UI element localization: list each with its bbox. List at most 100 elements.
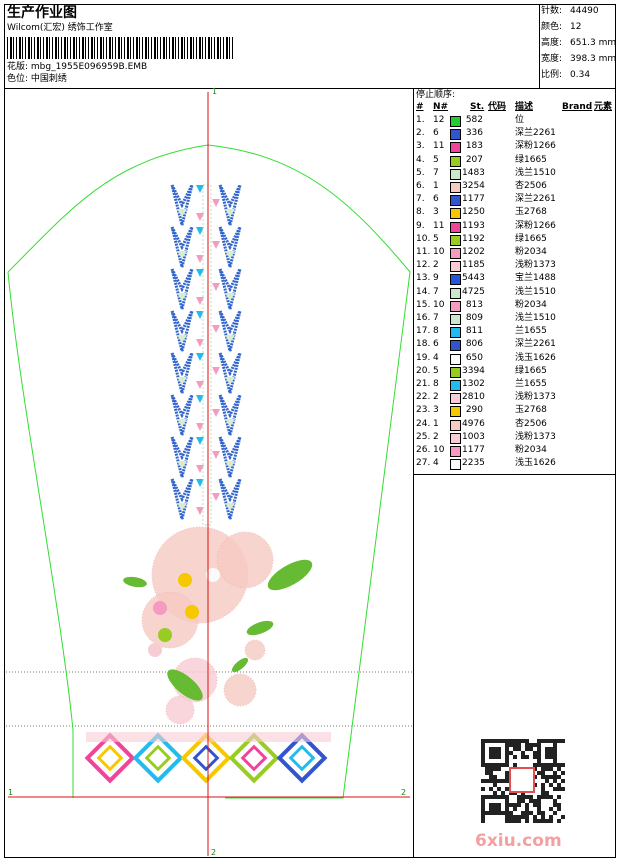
stitch-shape <box>557 763 561 767</box>
row-index: 6. <box>416 181 425 191</box>
stitch-shape <box>493 791 497 795</box>
description: 浅兰1510 <box>515 313 556 323</box>
stitch-shape <box>196 479 204 487</box>
stitch-shape <box>517 799 521 803</box>
stitch-shape <box>246 620 274 636</box>
description: 浅粉1373 <box>515 392 556 403</box>
stitch-shape <box>509 751 513 755</box>
needle: 10 <box>433 247 445 257</box>
stitch-shape <box>180 732 232 784</box>
stitch-shape <box>276 732 328 784</box>
description: 位 <box>515 115 525 125</box>
row-index: 10. <box>416 233 431 244</box>
stitch-shape <box>501 795 505 799</box>
stitch-shape <box>553 759 557 763</box>
stitch-shape <box>537 811 541 815</box>
needle: 10 <box>433 299 445 310</box>
stitch-shape <box>497 739 501 743</box>
stitch-shape <box>557 807 561 811</box>
row-index: 16. <box>416 313 431 323</box>
stitches: 650 <box>465 352 483 363</box>
stitch-shape <box>192 744 220 772</box>
stitch-shape <box>485 771 489 775</box>
stitch-shape <box>165 695 195 725</box>
stitches: 811 <box>465 326 483 337</box>
row-index: 21. <box>416 379 431 389</box>
description: 粉2034 <box>515 445 547 455</box>
color-swatch <box>450 432 461 444</box>
stitch-shape <box>553 803 557 807</box>
stitch-shape <box>541 771 545 775</box>
needle: 8 <box>433 326 439 337</box>
description: 杏2506 <box>515 181 547 191</box>
stitch-shape <box>561 763 565 767</box>
stitch-shape <box>557 795 561 799</box>
description: 浅玉1626 <box>515 458 556 469</box>
stitch-shape <box>196 185 204 193</box>
stitch-shape <box>123 576 147 588</box>
stitch-shape <box>505 807 509 811</box>
stitch-shape <box>541 763 545 767</box>
info-box <box>539 4 616 89</box>
stitch-shape <box>537 799 541 803</box>
needle: 11 <box>433 141 445 152</box>
needle: 5 <box>433 233 439 244</box>
stitch-shape <box>493 739 497 743</box>
description: 绿1665 <box>515 365 547 376</box>
color-swatch <box>450 168 461 180</box>
stitch-shape <box>525 815 529 819</box>
column-header: # <box>416 102 424 112</box>
stitch-shape <box>557 803 561 807</box>
info-label: 比例: <box>541 70 563 80</box>
stitch-shape <box>218 226 242 268</box>
stitches: 582 <box>465 115 483 125</box>
stitch-shape <box>505 795 509 799</box>
stitch-shape <box>497 755 501 759</box>
needle: 9 <box>433 273 439 284</box>
stitch-shape <box>557 739 561 743</box>
row-index: 15. <box>416 299 431 310</box>
color-swatch <box>450 261 461 273</box>
color-swatch <box>450 142 461 154</box>
info-label: 宽度: <box>541 54 563 64</box>
stitches: 809 <box>465 313 483 323</box>
stitch-shape <box>170 268 194 310</box>
stitch-shape <box>493 767 497 771</box>
stitch-shape <box>557 767 561 771</box>
stitch-shape <box>529 811 533 815</box>
row-index: 2. <box>416 128 425 139</box>
stitch-shape <box>170 226 194 268</box>
stitch-shape <box>218 394 242 436</box>
stitch-shape <box>537 743 541 747</box>
row-index: 5. <box>416 167 425 178</box>
stitch-shape <box>196 507 204 515</box>
stitch-shape <box>212 409 220 417</box>
stitch-shape <box>553 799 557 803</box>
stitch-shape <box>545 791 549 795</box>
needle: 2 <box>433 392 439 403</box>
stitch-shape <box>525 819 529 823</box>
color-swatch <box>450 393 461 405</box>
stitch-shape <box>212 325 220 333</box>
stitch-shape <box>225 293 235 301</box>
needle: 10 <box>433 445 445 455</box>
stitch-shape <box>493 755 497 759</box>
stitch-shape <box>148 643 162 657</box>
needle: 4 <box>433 458 439 469</box>
stitch-shape <box>196 395 204 403</box>
stitch-shape <box>537 771 541 775</box>
stitch-shape <box>177 419 187 427</box>
stitch-shape <box>170 478 194 520</box>
color-swatch <box>450 195 461 207</box>
stitch-shape <box>537 739 541 743</box>
stitches: 1185 <box>462 260 485 271</box>
stitch-shape <box>509 811 513 815</box>
stitch-shape <box>497 751 501 755</box>
needle: 5 <box>433 154 439 165</box>
stitch-shape <box>481 755 485 759</box>
stitch-shape <box>521 799 525 803</box>
stitch-shape <box>497 779 501 783</box>
stitch-shape <box>505 775 509 779</box>
stitch-shape <box>497 767 501 771</box>
stitches: 813 <box>465 299 483 310</box>
